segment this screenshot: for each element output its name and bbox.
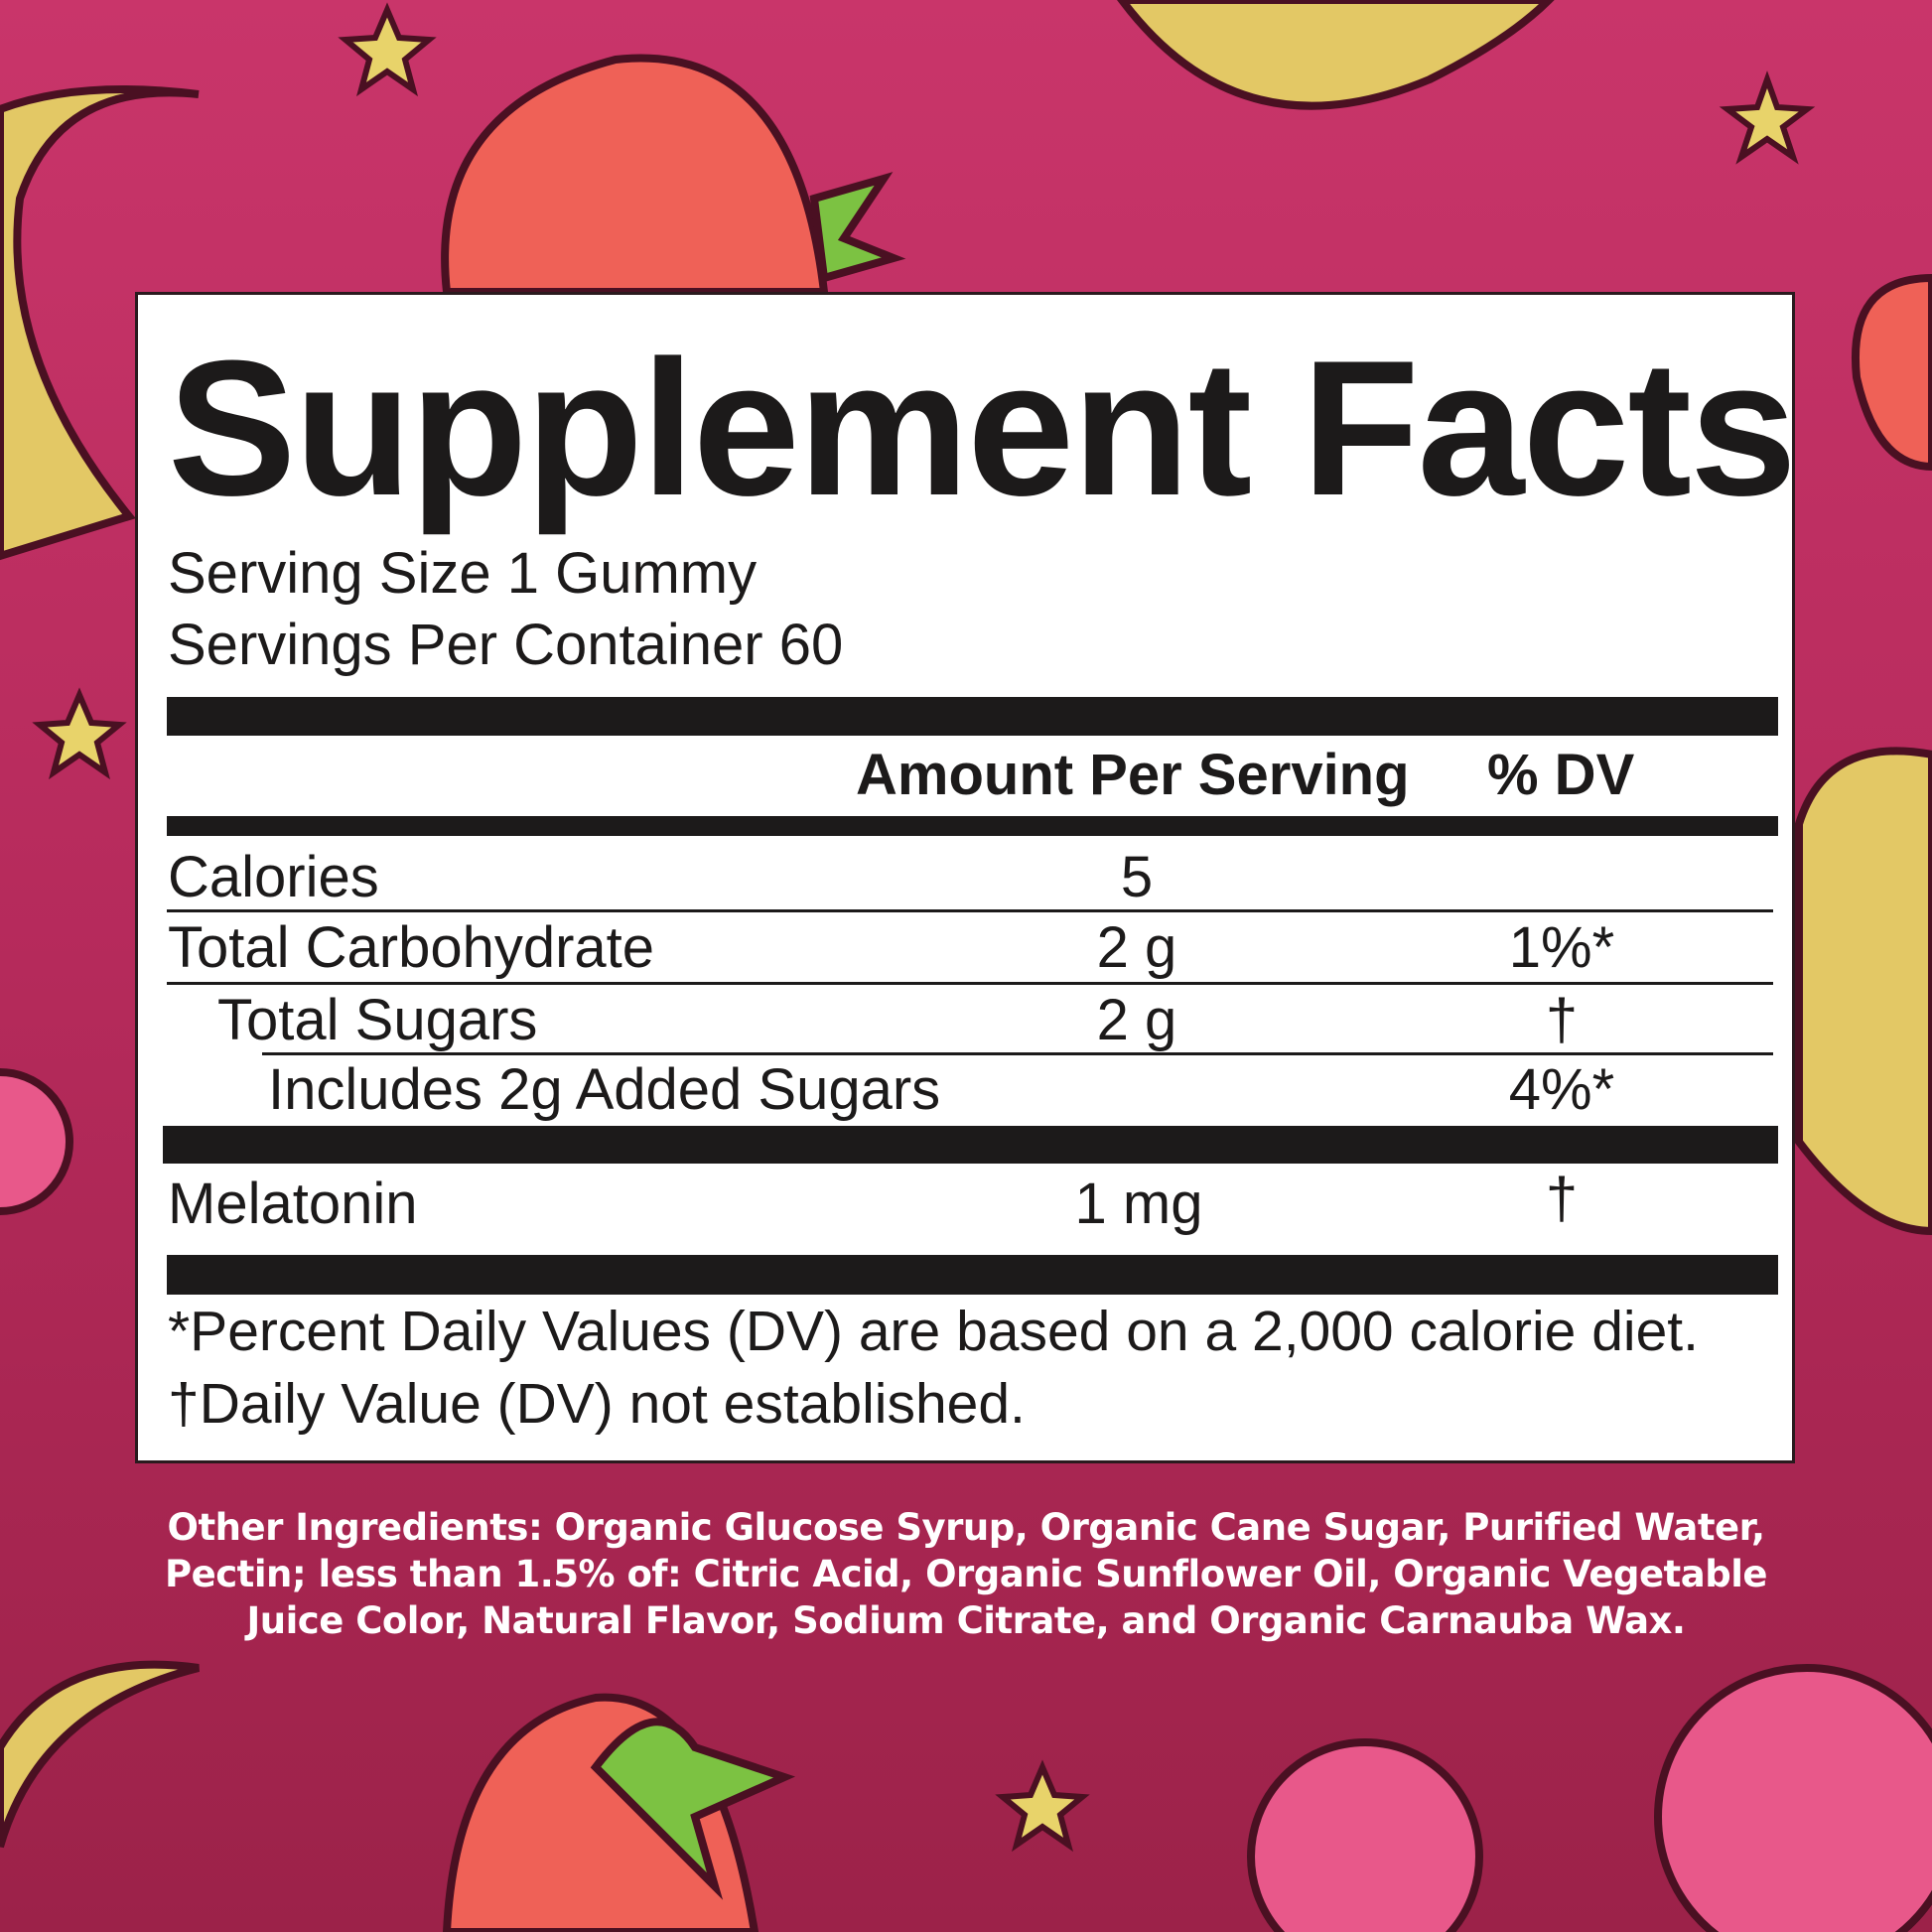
- serving-size: Serving Size 1 Gummy: [168, 541, 758, 606]
- row-amount: 2 g: [1096, 988, 1177, 1052]
- row-dv: †: [1545, 1167, 1579, 1231]
- row-dv: 1%*: [1508, 915, 1615, 980]
- divider-thick: [167, 697, 1778, 736]
- supplement-facts-panel: Supplement Facts Serving Size 1 Gummy Se…: [135, 292, 1797, 1463]
- row-name: Calories: [168, 845, 379, 909]
- ingredients-line: Other Ingredients: Organic Glucose Syrup…: [167, 1506, 1766, 1549]
- row-amount: 2 g: [1096, 915, 1177, 980]
- moon-icon: [0, 1660, 200, 1849]
- divider-thick: [163, 1126, 1778, 1164]
- raspberry-icon: [1247, 1738, 1483, 1932]
- row-name: Total Sugars: [217, 988, 538, 1052]
- moon-icon: [1795, 747, 1932, 1236]
- star-icon: [338, 2, 437, 97]
- row-name: Total Carbohydrate: [168, 915, 655, 980]
- footnote-not-established: †Daily Value (DV) not established.: [168, 1372, 1026, 1436]
- footnote-dv: *Percent Daily Values (DV) are based on …: [168, 1300, 1699, 1363]
- divider-thin: [167, 982, 1773, 985]
- header-amount: Amount Per Serving: [856, 743, 1410, 807]
- divider-thin: [167, 909, 1773, 912]
- row-dv: †: [1545, 988, 1579, 1052]
- leaf-icon: [590, 1718, 796, 1900]
- strawberry-icon: [441, 54, 829, 296]
- header-dv: % DV: [1487, 743, 1635, 807]
- star-icon: [32, 687, 127, 780]
- row-amount: 5: [1120, 845, 1154, 909]
- leaf-icon: [809, 172, 906, 284]
- row-dv: 4%*: [1508, 1057, 1615, 1122]
- moon-icon: [1116, 0, 1555, 110]
- star-icon: [995, 1759, 1090, 1853]
- moon-icon: [0, 85, 200, 561]
- panel-title: Supplement Facts: [168, 321, 1797, 536]
- divider-thick: [167, 1255, 1778, 1295]
- row-name: Includes 2g Added Sugars: [268, 1057, 941, 1122]
- other-ingredients: Other Ingredients: Organic Glucose Syrup…: [0, 1504, 1932, 1644]
- ingredients-line: Pectin; less than 1.5% of: Citric Acid, …: [165, 1553, 1767, 1595]
- divider-medium: [167, 816, 1778, 836]
- raspberry-icon: [1654, 1664, 1932, 1932]
- divider-thin: [262, 1052, 1773, 1055]
- star-icon: [1719, 70, 1816, 165]
- row-name: Melatonin: [168, 1172, 418, 1236]
- raspberry-icon: [0, 1068, 73, 1215]
- servings-per-container: Servings Per Container 60: [168, 613, 844, 677]
- row-amount: 1 mg: [1074, 1172, 1203, 1236]
- strawberry-icon: [1852, 273, 1932, 472]
- ingredients-line: Juice Color, Natural Flavor, Sodium Citr…: [246, 1599, 1686, 1642]
